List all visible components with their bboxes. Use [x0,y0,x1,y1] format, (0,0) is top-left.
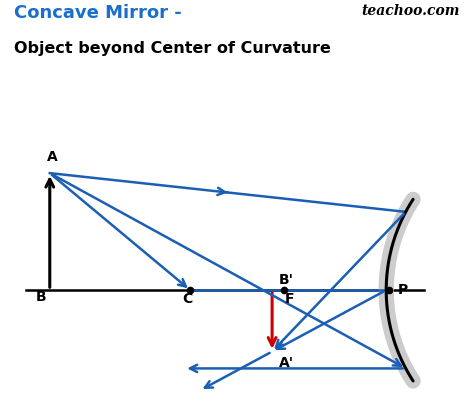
Text: B: B [36,290,46,304]
Text: Object beyond Center of Curvature: Object beyond Center of Curvature [14,41,331,56]
Text: teachoo.com: teachoo.com [361,4,460,18]
Text: B': B' [279,273,294,287]
Text: C: C [182,292,192,306]
Text: Concave Mirror -: Concave Mirror - [14,4,182,22]
Text: P: P [398,282,408,297]
Text: A': A' [279,356,294,370]
Text: F: F [285,292,294,306]
Text: A: A [47,150,58,164]
